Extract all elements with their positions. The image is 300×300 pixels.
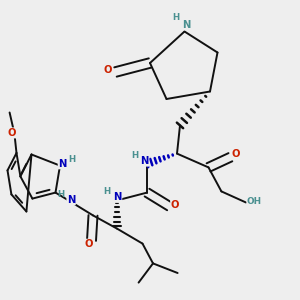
Text: H: H [57, 190, 64, 199]
Text: O: O [232, 149, 240, 159]
Text: H: H [131, 151, 139, 160]
Text: N: N [182, 20, 190, 30]
Text: N: N [67, 195, 75, 205]
Text: N: N [113, 192, 122, 203]
Text: H: H [172, 13, 180, 22]
Text: OH: OH [247, 197, 262, 206]
Text: H: H [68, 154, 76, 164]
Text: O: O [171, 200, 179, 210]
Text: N: N [58, 159, 67, 169]
Text: O: O [104, 64, 112, 75]
Text: H: H [103, 188, 110, 196]
Text: O: O [84, 239, 93, 249]
Text: O: O [8, 128, 16, 138]
Text: N: N [140, 156, 149, 166]
